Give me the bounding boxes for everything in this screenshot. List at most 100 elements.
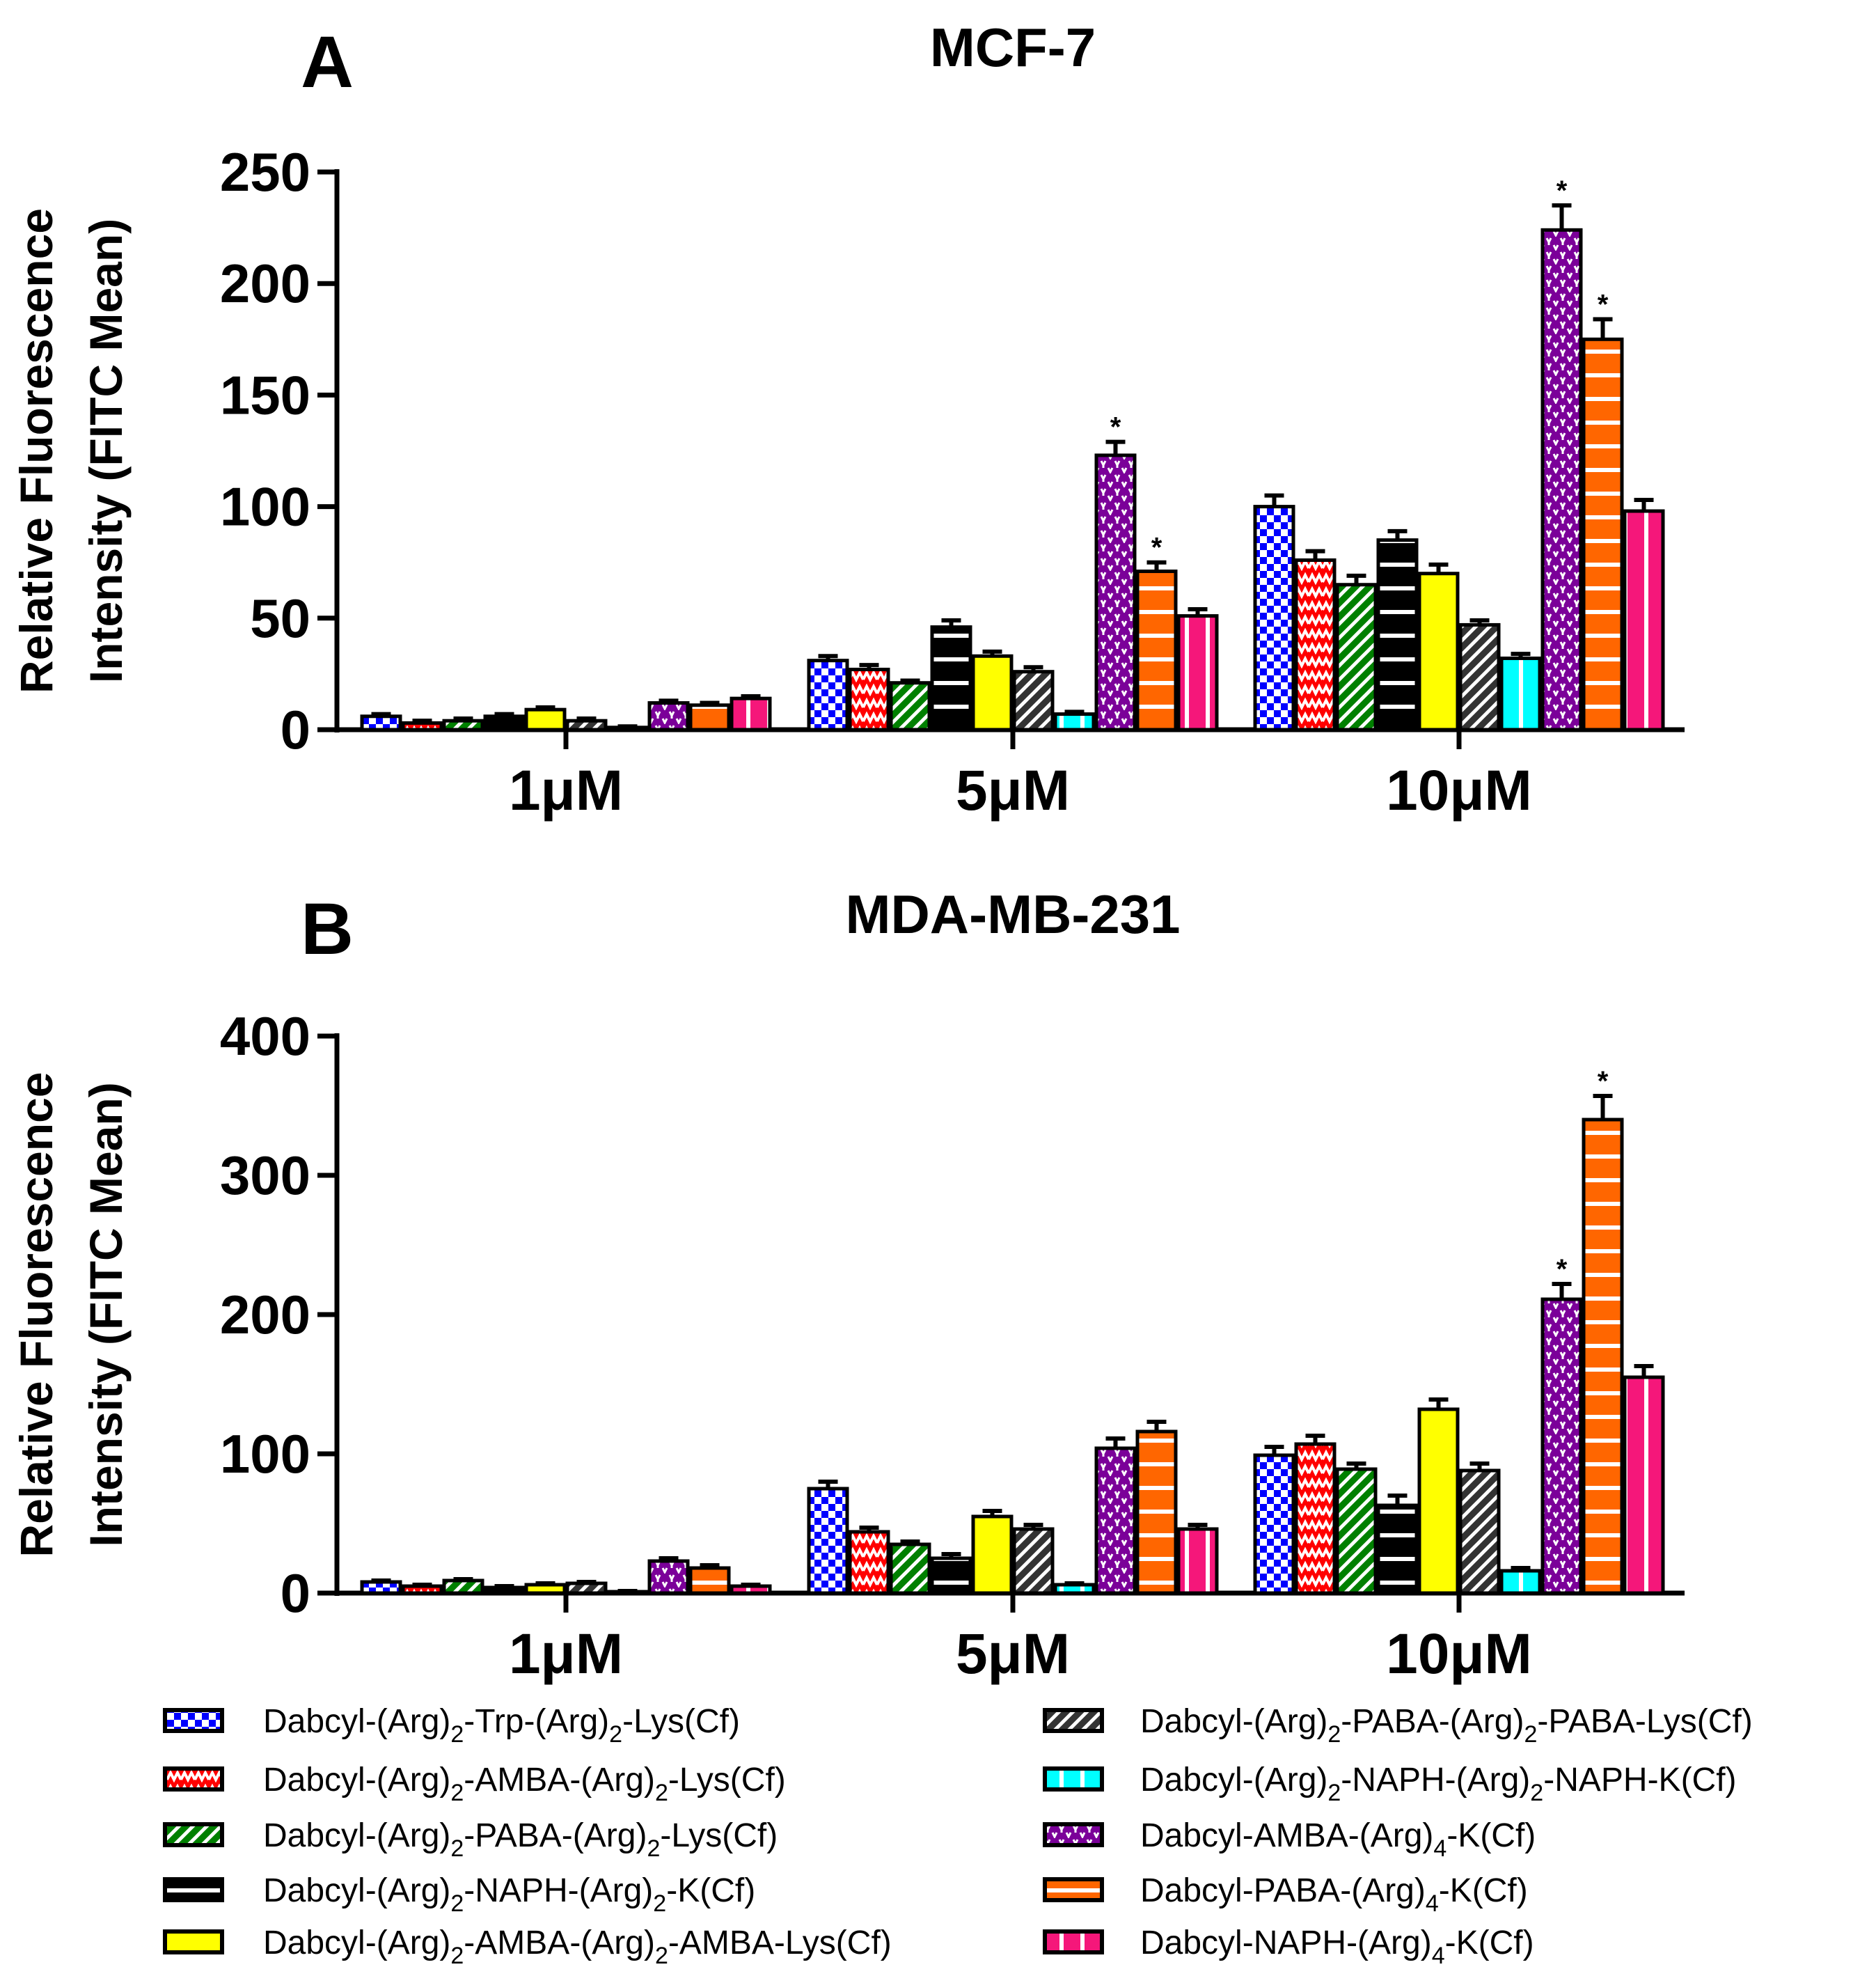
bar-series-1-1uM bbox=[360, 1580, 402, 1595]
bar-series-10-10uM bbox=[1623, 1375, 1665, 1595]
legend-item: Dabcyl-(Arg)2-PABA-(Arg)2-PABA-Lys(Cf) bbox=[1043, 1703, 1753, 1748]
bar-series-3-1uM bbox=[442, 719, 484, 732]
legend-label: Dabcyl-(Arg)2-NAPH-(Arg)2-K(Cf) bbox=[263, 1872, 755, 1917]
legend-label-part: Dabcyl-(Arg) bbox=[263, 1817, 450, 1854]
bar-series-2-1uM bbox=[401, 721, 443, 732]
bar-series-3-5uM bbox=[889, 681, 931, 732]
legend-label-part: -K(Cf) bbox=[666, 1872, 755, 1909]
legend-label-subscript: 2 bbox=[655, 1780, 668, 1806]
bar-series-10-5uM bbox=[1176, 1527, 1219, 1595]
legend-label-part: Dabcyl-(Arg) bbox=[1140, 1762, 1327, 1798]
legend-label-part: -Lys(Cf) bbox=[668, 1762, 786, 1798]
bar-series-9-5uM bbox=[1135, 1429, 1178, 1595]
legend-label: Dabcyl-(Arg)2-NAPH-(Arg)2-NAPH-K(Cf) bbox=[1140, 1762, 1737, 1806]
bar-series-8-10uM bbox=[1540, 1297, 1583, 1595]
legend-label-part: -NAPH-K(Cf) bbox=[1543, 1762, 1736, 1798]
legend-label-part: Dabcyl-(Arg) bbox=[263, 1762, 450, 1798]
bar-series-9-5uM bbox=[1135, 570, 1178, 732]
legend-swatch bbox=[1043, 1766, 1104, 1792]
legend-label: Dabcyl-(Arg)2-PABA-(Arg)2-PABA-Lys(Cf) bbox=[1140, 1703, 1753, 1748]
legend-swatch bbox=[163, 1708, 224, 1733]
y-axis-label-line2: Intensity (FITC Mean) bbox=[80, 219, 132, 683]
legend-label-part: -AMBA-(Arg) bbox=[464, 1925, 655, 1961]
legend-label-subscript: 4 bbox=[1426, 1890, 1439, 1917]
bar-series-10-1uM bbox=[730, 1584, 772, 1595]
bar-series-7-5uM bbox=[1053, 712, 1096, 732]
legend-label-subscript: 2 bbox=[1327, 1721, 1341, 1748]
bar-series-2-5uM bbox=[848, 1530, 890, 1595]
legend-label-part: Dabcyl-(Arg) bbox=[263, 1872, 450, 1909]
legend-label: Dabcyl-NAPH-(Arg)4-K(Cf) bbox=[1140, 1925, 1534, 1969]
legend-label-part: -PABA-(Arg) bbox=[1341, 1703, 1524, 1740]
legend-label-part: Dabcyl-PABA-(Arg) bbox=[1140, 1872, 1426, 1909]
chart-panel-b: B MDA-MB-231 Relative Fluorescence Intensit… bbox=[10, 884, 1685, 1686]
legend-item: Dabcyl-(Arg)2-NAPH-(Arg)2-NAPH-K(Cf) bbox=[1043, 1762, 1737, 1806]
bar-series-3-5uM bbox=[889, 1542, 931, 1595]
bar-series-3-10uM bbox=[1335, 1467, 1378, 1595]
y-tick-label: 0 bbox=[281, 1562, 310, 1624]
bar-series-2-1uM bbox=[401, 1584, 443, 1595]
y-axis-label-line1: Relative Fluorescence bbox=[10, 1072, 62, 1558]
bar-series-5-5uM bbox=[971, 654, 1014, 732]
bar-series-6-10uM bbox=[1458, 622, 1501, 732]
bar-series-10-10uM bbox=[1623, 509, 1665, 732]
legend-label: Dabcyl-PABA-(Arg)4-K(Cf) bbox=[1140, 1872, 1528, 1917]
legend-label-part: -Lys(Cf) bbox=[660, 1817, 778, 1854]
legend-label: Dabcyl-AMBA-(Arg)4-K(Cf) bbox=[1140, 1817, 1536, 1862]
bar-series-1-5uM bbox=[807, 659, 849, 732]
legend-label-subscript: 2 bbox=[450, 1780, 464, 1806]
legend-label-subscript: 2 bbox=[647, 1835, 660, 1862]
legend-label-subscript: 4 bbox=[1432, 1943, 1445, 1969]
legend: Dabcyl-(Arg)2-Trp-(Arg)2-Lys(Cf)Dabcyl-(… bbox=[163, 1703, 1753, 1969]
legend-label-part: -Trp-(Arg) bbox=[464, 1703, 609, 1740]
bar-series-2-10uM bbox=[1294, 1442, 1337, 1595]
legend-label-part: Dabcyl-(Arg) bbox=[263, 1703, 450, 1740]
legend-label-part: -K(Cf) bbox=[1447, 1817, 1536, 1854]
bar-series-4-5uM bbox=[930, 1556, 972, 1595]
legend-label-subscript: 2 bbox=[450, 1890, 464, 1917]
bar-series-4-10uM bbox=[1376, 538, 1419, 732]
bar-series-8-5uM bbox=[1094, 1446, 1137, 1595]
panel-letter: A bbox=[301, 22, 354, 103]
legend-label: Dabcyl-(Arg)2-AMBA-(Arg)2-AMBA-Lys(Cf) bbox=[263, 1925, 892, 1969]
y-axis-label-line2: Intensity (FITC Mean) bbox=[80, 1082, 132, 1546]
bar-series-10-1uM bbox=[730, 696, 772, 732]
bar-series-9-1uM bbox=[688, 1566, 731, 1595]
bar-series-1-10uM bbox=[1253, 505, 1295, 732]
legend-item: Dabcyl-PABA-(Arg)4-K(Cf) bbox=[1043, 1872, 1528, 1917]
significance-star: * bbox=[1598, 1066, 1609, 1097]
bar-series-6-5uM bbox=[1012, 1527, 1055, 1595]
bar-series-9-10uM bbox=[1582, 337, 1624, 732]
bar-series-5-1uM bbox=[524, 1583, 567, 1595]
bar-series-8-5uM bbox=[1094, 453, 1137, 732]
bar-series-5-10uM bbox=[1417, 1407, 1460, 1595]
legend-label-part: -NAPH-(Arg) bbox=[1341, 1762, 1530, 1798]
chart-panel-a: A MCF-7 Relative Fluorescence Intensity (FI… bbox=[10, 17, 1685, 822]
y-tick-label: 400 bbox=[220, 1005, 310, 1067]
legend-label-subscript: 2 bbox=[450, 1943, 464, 1969]
legend-item: Dabcyl-NAPH-(Arg)4-K(Cf) bbox=[1043, 1925, 1534, 1969]
bar-series-7-10uM bbox=[1499, 656, 1542, 732]
x-tick-label: 1μM bbox=[509, 759, 623, 822]
legend-label-part: Dabcyl-(Arg) bbox=[263, 1925, 450, 1961]
legend-label-part: Dabcyl-NAPH-(Arg) bbox=[1140, 1925, 1432, 1961]
legend-label: Dabcyl-(Arg)2-PABA-(Arg)2-Lys(Cf) bbox=[263, 1817, 778, 1862]
legend-label: Dabcyl-(Arg)2-Trp-(Arg)2-Lys(Cf) bbox=[263, 1703, 740, 1748]
bar-series-5-1uM bbox=[524, 707, 567, 732]
bar-series-8-1uM bbox=[647, 701, 690, 732]
legend-swatch bbox=[1043, 1929, 1104, 1954]
legend-item: Dabcyl-(Arg)2-AMBA-(Arg)2-Lys(Cf) bbox=[163, 1762, 786, 1806]
legend-item: Dabcyl-(Arg)2-AMBA-(Arg)2-AMBA-Lys(Cf) bbox=[163, 1925, 892, 1969]
significance-star: * bbox=[1556, 175, 1568, 206]
bar-series-7-10uM bbox=[1499, 1569, 1542, 1595]
legend-label-part: -NAPH-(Arg) bbox=[464, 1872, 653, 1909]
legend-swatch bbox=[1043, 1877, 1104, 1902]
y-tick-label: 300 bbox=[220, 1145, 310, 1206]
significance-star: * bbox=[1110, 412, 1121, 443]
bar-series-7-1uM bbox=[606, 726, 649, 732]
legend-label: Dabcyl-(Arg)2-AMBA-(Arg)2-Lys(Cf) bbox=[263, 1762, 786, 1806]
bar-series-6-1uM bbox=[565, 719, 608, 732]
legend-label-subscript: 2 bbox=[1327, 1780, 1341, 1806]
legend-label-subscript: 2 bbox=[1524, 1721, 1537, 1748]
bar-series-7-1uM bbox=[606, 1590, 649, 1595]
